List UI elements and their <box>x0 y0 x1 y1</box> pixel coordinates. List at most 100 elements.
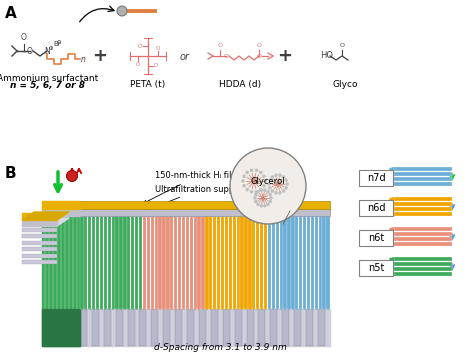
Bar <box>264 216 267 309</box>
Bar <box>205 216 209 309</box>
Circle shape <box>266 202 270 206</box>
Ellipse shape <box>275 308 279 310</box>
Ellipse shape <box>272 215 275 217</box>
Bar <box>88 216 91 309</box>
Bar <box>392 182 452 186</box>
Text: O: O <box>256 54 262 59</box>
Polygon shape <box>104 309 111 346</box>
Bar <box>392 197 452 201</box>
Bar <box>123 216 127 309</box>
Ellipse shape <box>303 308 306 310</box>
Ellipse shape <box>100 215 103 217</box>
FancyBboxPatch shape <box>359 260 393 276</box>
Polygon shape <box>80 309 87 346</box>
Circle shape <box>259 188 263 191</box>
Ellipse shape <box>162 215 165 217</box>
Circle shape <box>262 174 266 178</box>
Ellipse shape <box>389 167 395 170</box>
Circle shape <box>262 184 266 187</box>
Polygon shape <box>199 309 206 346</box>
Ellipse shape <box>233 215 236 217</box>
FancyBboxPatch shape <box>359 170 393 186</box>
Text: ⊖: ⊖ <box>57 40 61 44</box>
Bar <box>209 216 212 309</box>
Ellipse shape <box>139 215 142 217</box>
Text: HDDA (d): HDDA (d) <box>219 80 261 89</box>
Ellipse shape <box>299 215 302 217</box>
Bar <box>303 216 306 309</box>
Polygon shape <box>42 201 80 209</box>
Ellipse shape <box>264 308 267 310</box>
Text: 150-nm-thick Hₗ film: 150-nm-thick Hₗ film <box>143 171 240 203</box>
Bar <box>96 216 99 309</box>
Bar <box>92 216 95 309</box>
Ellipse shape <box>96 308 99 310</box>
Circle shape <box>268 186 272 190</box>
Ellipse shape <box>291 308 294 310</box>
Ellipse shape <box>174 215 177 217</box>
Ellipse shape <box>311 215 314 217</box>
Ellipse shape <box>111 215 115 217</box>
Circle shape <box>278 173 282 177</box>
Bar <box>392 257 452 261</box>
Text: n6t: n6t <box>368 233 384 243</box>
Ellipse shape <box>209 215 212 217</box>
Ellipse shape <box>209 308 212 310</box>
Ellipse shape <box>205 215 209 217</box>
Ellipse shape <box>280 215 283 217</box>
Ellipse shape <box>221 308 224 310</box>
Ellipse shape <box>193 215 197 217</box>
Bar <box>327 216 330 309</box>
Text: n5t: n5t <box>368 263 384 273</box>
Ellipse shape <box>116 308 119 310</box>
Ellipse shape <box>84 308 88 310</box>
Ellipse shape <box>123 308 127 310</box>
Ellipse shape <box>217 215 220 217</box>
Circle shape <box>268 200 272 203</box>
Ellipse shape <box>327 215 330 217</box>
Bar <box>155 216 158 309</box>
Polygon shape <box>246 309 254 346</box>
Ellipse shape <box>303 215 306 217</box>
Circle shape <box>230 148 306 224</box>
Text: Glyco: Glyco <box>332 80 358 89</box>
Bar <box>392 167 452 171</box>
Bar <box>256 216 259 309</box>
Bar <box>221 216 224 309</box>
Polygon shape <box>306 309 313 346</box>
Bar <box>225 216 228 309</box>
Ellipse shape <box>88 308 91 310</box>
Bar <box>108 216 111 309</box>
Ellipse shape <box>389 237 395 241</box>
Ellipse shape <box>229 308 232 310</box>
Ellipse shape <box>186 308 189 310</box>
Ellipse shape <box>233 308 236 310</box>
Ellipse shape <box>131 215 134 217</box>
Ellipse shape <box>389 202 395 206</box>
Bar <box>143 216 146 309</box>
Polygon shape <box>22 260 57 264</box>
Bar <box>116 216 119 309</box>
Circle shape <box>254 200 257 203</box>
Ellipse shape <box>283 308 287 310</box>
Polygon shape <box>22 213 57 220</box>
Bar <box>392 272 452 276</box>
Ellipse shape <box>182 308 185 310</box>
Bar <box>229 216 232 309</box>
Bar <box>151 216 154 309</box>
Ellipse shape <box>256 308 259 310</box>
Bar <box>135 216 138 309</box>
Circle shape <box>263 189 266 192</box>
Polygon shape <box>42 216 80 309</box>
Polygon shape <box>139 309 146 346</box>
Ellipse shape <box>217 308 220 310</box>
Ellipse shape <box>127 215 130 217</box>
Circle shape <box>269 196 273 200</box>
Circle shape <box>259 204 263 207</box>
Ellipse shape <box>291 215 294 217</box>
Ellipse shape <box>213 308 217 310</box>
Bar <box>166 216 170 309</box>
Bar <box>275 216 279 309</box>
Ellipse shape <box>92 308 95 310</box>
Ellipse shape <box>221 215 224 217</box>
